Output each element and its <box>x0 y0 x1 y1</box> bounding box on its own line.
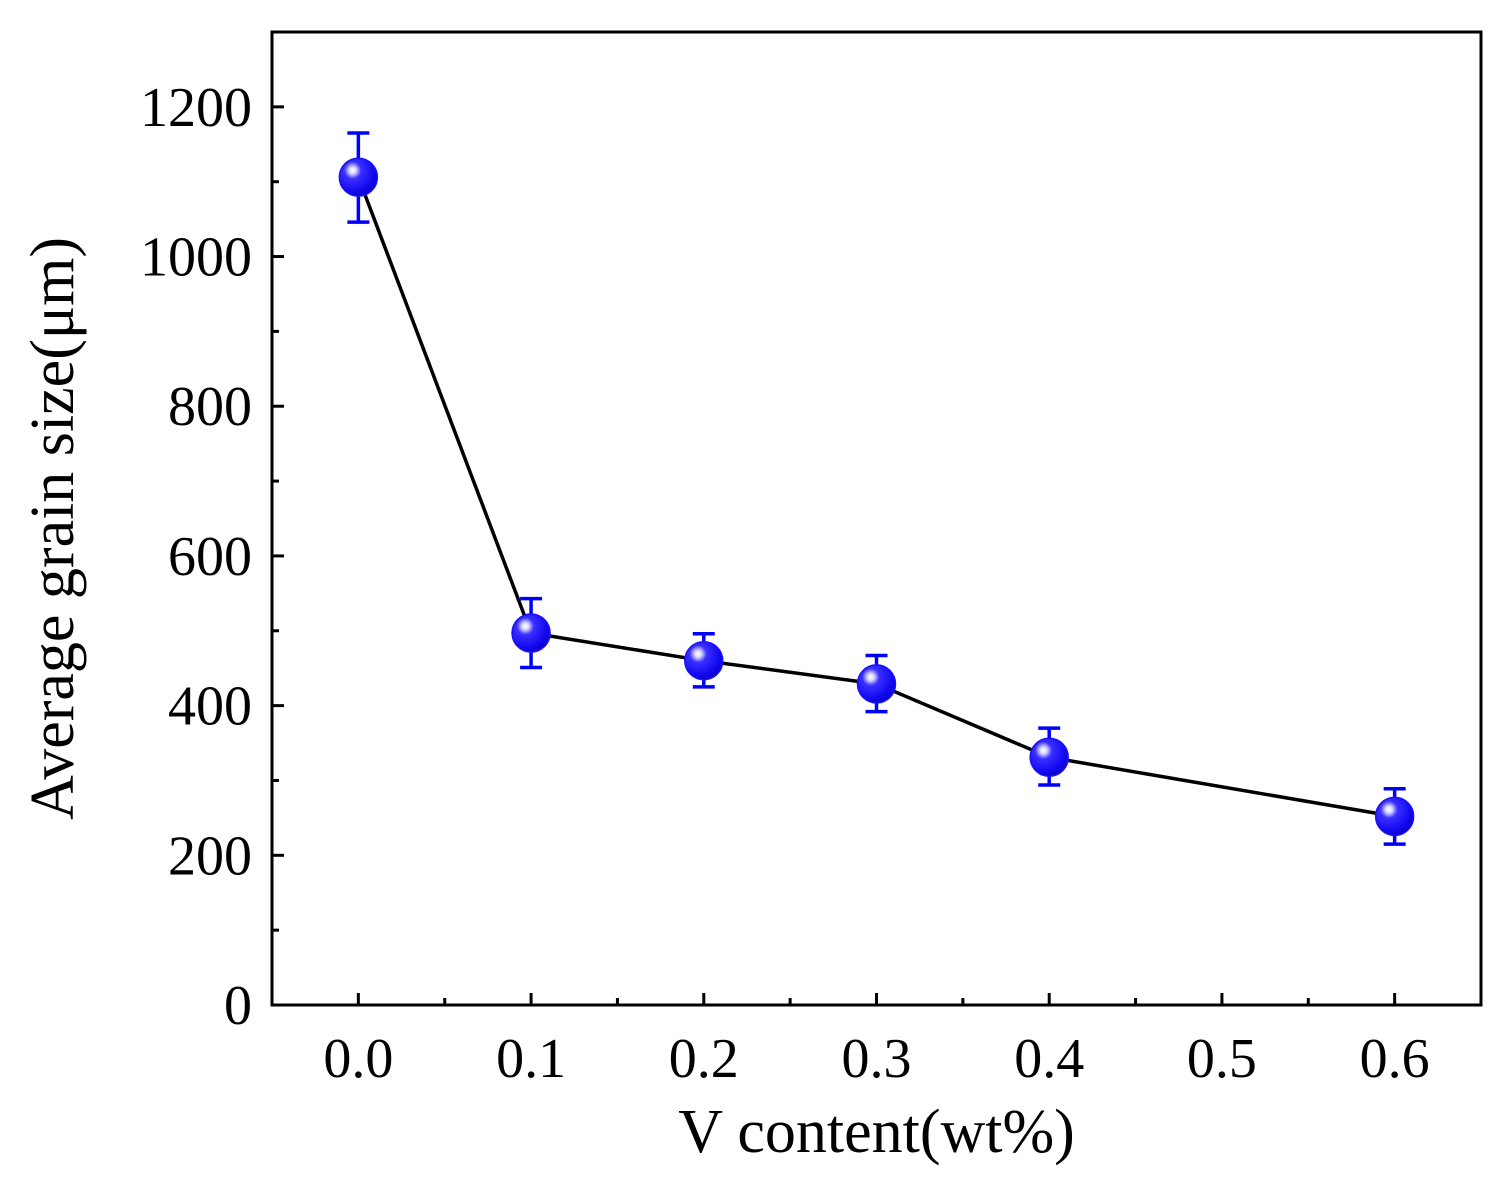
x-axis-title: V content(wt%) <box>678 1098 1075 1166</box>
y-tick-label: 200 <box>168 825 252 887</box>
plot-frame <box>270 30 1483 1007</box>
series-line-layer <box>356 176 1395 819</box>
data-point <box>511 613 551 653</box>
y-tick-label: 600 <box>168 526 252 588</box>
x-tick-label: 0.2 <box>669 1028 739 1090</box>
y-axis-title: Average grain size(μm) <box>19 237 87 820</box>
data-point <box>856 664 897 704</box>
series-line <box>356 176 1395 819</box>
y-tick-label: 1000 <box>140 227 252 289</box>
y-tick-label: 1200 <box>140 77 252 139</box>
axes-layer <box>270 30 1483 1007</box>
x-tick-label: 0.3 <box>842 1028 912 1090</box>
data-point <box>338 157 379 197</box>
y-tick-label: 400 <box>168 676 252 738</box>
x-tick-label: 0.6 <box>1360 1028 1430 1090</box>
error-bars-layer <box>347 131 1406 846</box>
y-tick-label: 800 <box>168 376 252 438</box>
x-tick-label: 0.1 <box>496 1028 566 1090</box>
x-tick-label: 0.0 <box>323 1028 393 1090</box>
y-tick-label: 0 <box>224 975 252 1037</box>
data-point <box>1029 737 1069 778</box>
data-point <box>1374 796 1415 837</box>
data-point <box>684 640 724 681</box>
x-tick-label: 0.5 <box>1187 1028 1257 1090</box>
tick-labels-layer: 0.0 0.1 0.2 0.3 0.4 0.5 0.6 0 200 400 600 800 1000 12… <box>140 77 1430 1090</box>
x-tick-label: 0.4 <box>1014 1028 1084 1090</box>
data-points-layer <box>338 157 1415 837</box>
